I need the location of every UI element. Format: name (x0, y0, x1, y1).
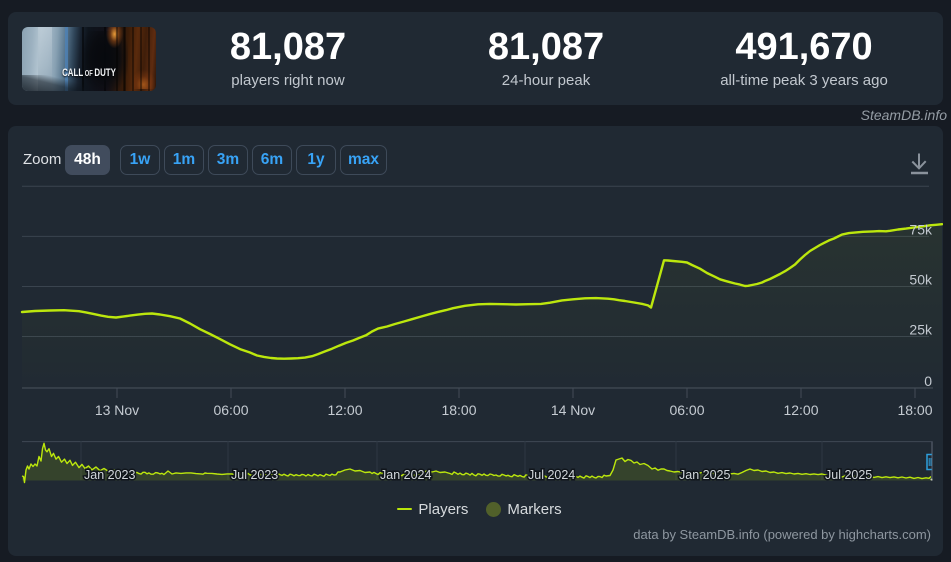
svg-text:Jul 2023: Jul 2023 (231, 468, 278, 482)
svg-text:50k: 50k (909, 271, 933, 287)
svg-text:06:00: 06:00 (213, 402, 248, 418)
svg-text:25k: 25k (909, 322, 933, 338)
svg-text:18:00: 18:00 (897, 402, 932, 418)
svg-text:75k: 75k (909, 221, 933, 237)
svg-text:Jul 2024: Jul 2024 (528, 468, 575, 482)
svg-text:Jul 2025: Jul 2025 (825, 468, 872, 482)
svg-text:13 Nov: 13 Nov (95, 402, 139, 418)
svg-text:0: 0 (924, 373, 932, 389)
svg-text:Jan 2025: Jan 2025 (679, 468, 730, 482)
svg-text:12:00: 12:00 (783, 402, 818, 418)
svg-text:Jan 2023: Jan 2023 (84, 468, 135, 482)
svg-text:14 Nov: 14 Nov (551, 402, 595, 418)
svg-text:18:00: 18:00 (441, 402, 476, 418)
svg-text:Jan 2024: Jan 2024 (380, 468, 431, 482)
svg-text:12:00: 12:00 (327, 402, 362, 418)
svg-text:06:00: 06:00 (669, 402, 704, 418)
